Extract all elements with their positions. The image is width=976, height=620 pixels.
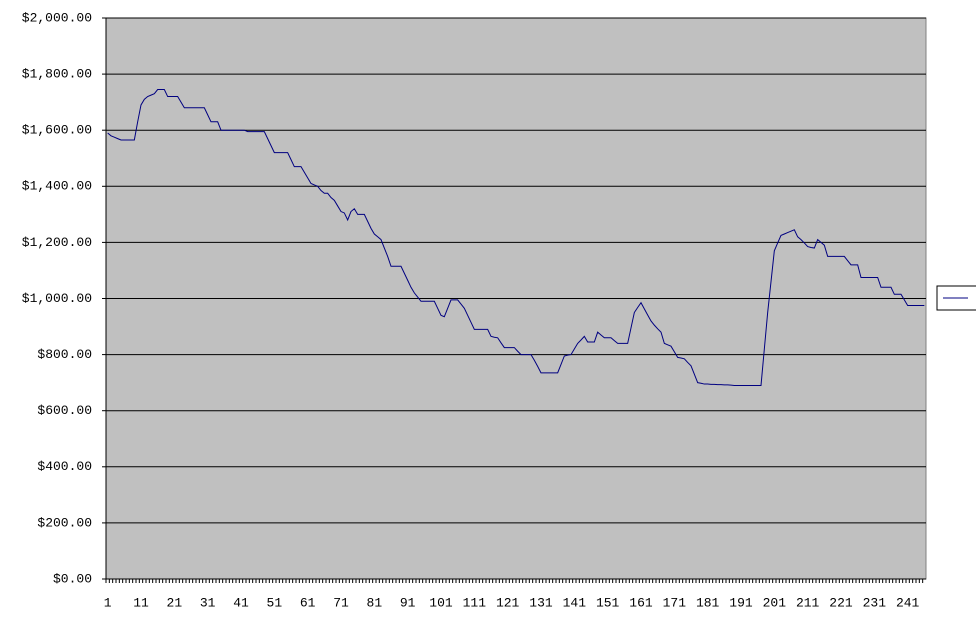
x-tick-label: 21 [167,595,183,610]
x-tick-label: 91 [400,595,416,610]
x-tick-label: 111 [463,595,487,610]
x-tick-label: 231 [863,595,887,610]
y-tick-label: $1,000.00 [22,291,92,306]
x-tick-label: 171 [663,595,687,610]
x-tick-label: 71 [333,595,349,610]
y-tick-label: $1,800.00 [22,67,92,82]
x-tick-label: 211 [796,595,820,610]
x-tick-label: 41 [233,595,249,610]
y-tick-label: $400.00 [37,459,92,474]
y-tick-label: $0.00 [53,571,92,586]
x-tick-label: 81 [367,595,383,610]
x-tick-label: 1 [104,595,112,610]
x-tick-label: 181 [696,595,720,610]
y-tick-label: $600.00 [37,403,92,418]
x-tick-label: 121 [496,595,520,610]
data-line [107,89,925,386]
x-tick-label: 141 [563,595,587,610]
y-tick-label: $1,200.00 [22,235,92,250]
x-tick-label: 151 [596,595,620,610]
x-tick-label: 161 [629,595,653,610]
x-tick-label: 131 [529,595,553,610]
x-tick-label: 101 [429,595,453,610]
y-tick-label: $2,000.00 [22,10,92,25]
x-tick-label: 241 [896,595,920,610]
x-tick-label: 191 [729,595,753,610]
y-tick-label: $200.00 [37,515,92,530]
x-tick-label: 61 [300,595,316,610]
x-tick-label: 11 [133,595,149,610]
y-tick-label: $800.00 [37,347,92,362]
x-tick-label: 201 [763,595,787,610]
x-tick-label: 31 [200,595,216,610]
x-tick-label: 51 [267,595,283,610]
y-tick-label: $1,600.00 [22,123,92,138]
y-tick-label: $1,400.00 [22,179,92,194]
x-tick-label: 221 [829,595,853,610]
